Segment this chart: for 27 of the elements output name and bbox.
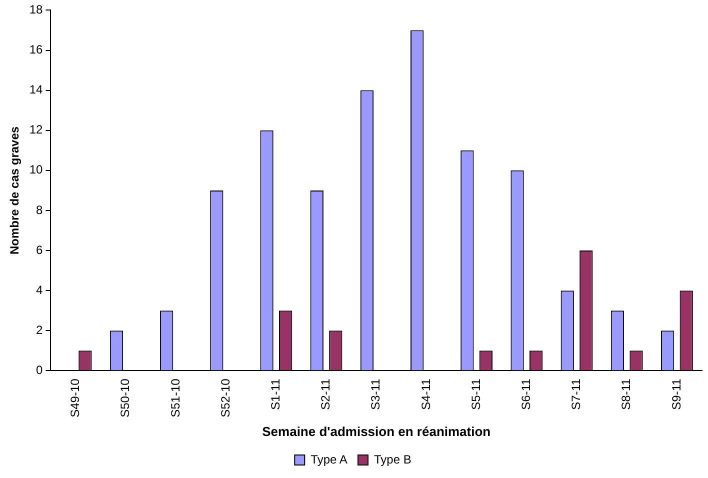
x-tick-label: S4-11	[418, 378, 433, 410]
y-tick-label: 10	[29, 162, 44, 177]
y-tick-label: 0	[36, 363, 44, 378]
x-tick-label: S9-11	[669, 378, 684, 410]
y-tick-label: 16	[29, 42, 44, 57]
x-tick-label: S3-11	[368, 378, 383, 410]
y-tick-label: 6	[36, 242, 44, 257]
x-tick-label: S52-10	[218, 378, 232, 418]
y-tick-label: 12	[29, 122, 44, 137]
x-tick-label: S51-10	[168, 378, 182, 418]
legend-label: Type B	[374, 452, 412, 466]
y-tick-label: 18	[29, 2, 44, 17]
x-tick-label: S49-10	[68, 378, 82, 418]
x-tick-label: S8-11	[619, 378, 634, 410]
x-tick-label: S2-11	[318, 378, 333, 410]
y-tick-label: 8	[36, 202, 44, 217]
x-tick-label: S1-11	[268, 378, 282, 410]
legend-label: Type A	[310, 452, 348, 466]
x-axis-title: Semaine d'admission en réanimation	[262, 424, 491, 439]
x-tick-label: S50-10	[118, 378, 132, 418]
y-tick-label: 14	[29, 82, 44, 97]
y-tick-label: 4	[36, 282, 44, 297]
x-tick-label: S7-11	[569, 378, 584, 410]
y-tick-label: 2	[36, 322, 44, 337]
x-tick-label: S5-11	[468, 378, 483, 410]
x-tick-label: S6-11	[518, 378, 533, 410]
y-axis-title: Nombre de cas graves	[8, 126, 22, 254]
